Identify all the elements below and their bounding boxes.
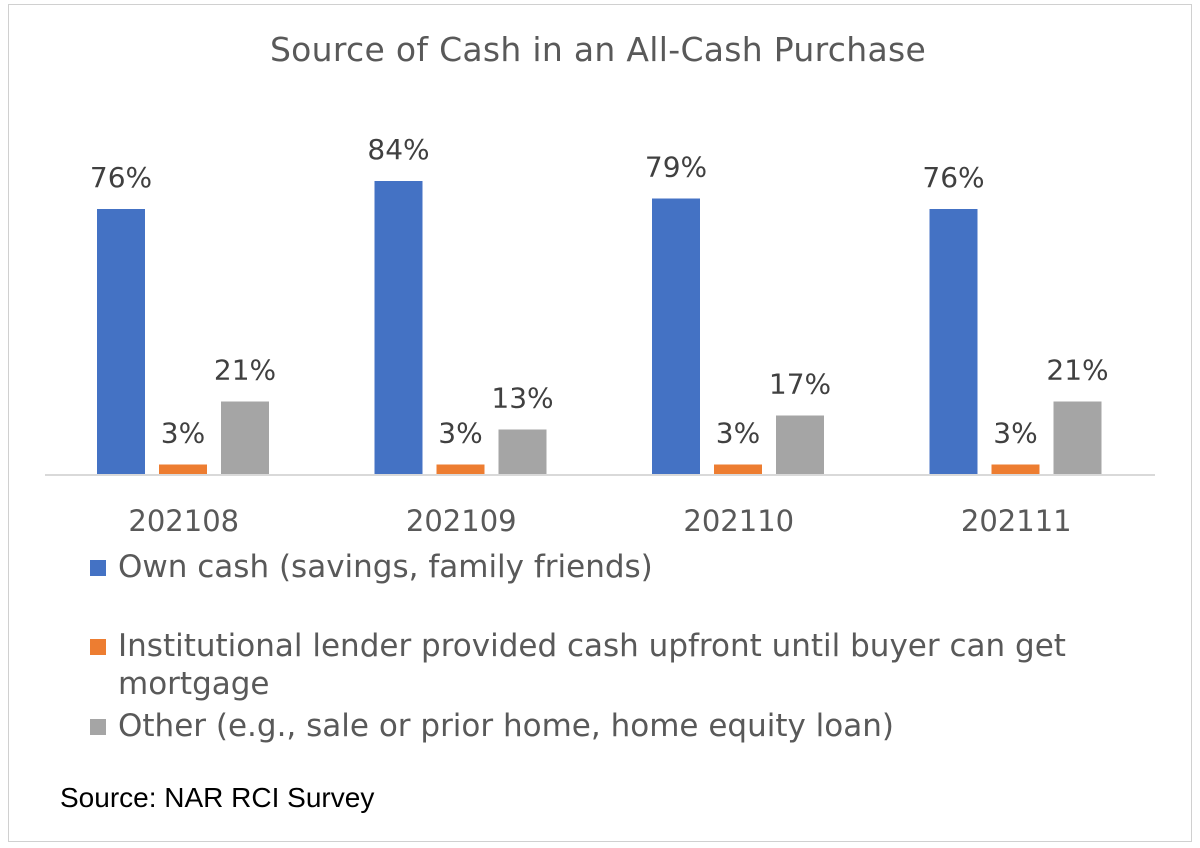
x-tick-label-202108: 202108 <box>128 504 239 538</box>
legend-swatch-institutional-lender <box>90 639 106 655</box>
legend-item-institutional-lender: Institutional lender provided cash upfro… <box>90 627 1170 703</box>
bar-202109-series-2 <box>498 429 547 475</box>
data-label-202111-series-1: 3% <box>993 417 1037 450</box>
x-tick-label-202109: 202109 <box>406 504 517 538</box>
chart-frame <box>8 4 1192 842</box>
data-label-202109-series-1: 3% <box>438 417 482 450</box>
legend-label-own-cash: Own cash (savings, family friends) <box>118 549 653 585</box>
legend-swatch-own-cash <box>90 560 106 576</box>
bar-202108-series-1 <box>159 464 207 475</box>
legend-swatch-other <box>90 719 106 735</box>
chart-legend: Own cash (savings, family friends) Insti… <box>90 548 1170 745</box>
data-label-202109-series-2: 13% <box>491 382 553 415</box>
data-label-202110-series-1: 3% <box>716 417 760 450</box>
bar-202108-series-0 <box>97 209 145 475</box>
data-label-202109-series-0: 84% <box>367 133 429 166</box>
legend-label-institutional-lender: Institutional lender provided cash upfro… <box>118 628 1066 702</box>
data-label-202110-series-2: 17% <box>769 368 831 401</box>
legend-item-other: Other (e.g., sale or prior home, home eq… <box>90 707 1170 745</box>
data-label-202108-series-2: 21% <box>214 354 276 387</box>
chart-title: Source of Cash in an All-Cash Purchase <box>269 30 927 69</box>
legend-item-own-cash: Own cash (savings, family friends) <box>90 548 1170 586</box>
bar-202110-series-2 <box>776 415 824 475</box>
data-label-202111-series-2: 21% <box>1046 354 1108 387</box>
bar-202110-series-1 <box>714 464 762 475</box>
bar-202109-series-1 <box>436 464 485 475</box>
bar-chart-plot: 76% 3% 21% 202108 84% 3% 13% 202109 79% 3% 17% 2021… <box>45 133 1155 538</box>
bar-202110-series-0 <box>652 198 700 475</box>
data-label-202111-series-0: 76% <box>922 161 984 194</box>
data-label-202108-series-1: 3% <box>161 417 205 450</box>
bar-202109-series-0 <box>374 181 423 475</box>
data-label-202110-series-0: 79% <box>645 151 707 184</box>
data-label-202108-series-0: 76% <box>90 161 152 194</box>
x-tick-label-202111: 202111 <box>961 504 1072 538</box>
x-tick-label-202110: 202110 <box>683 504 794 538</box>
legend-label-other: Other (e.g., sale or prior home, home eq… <box>118 708 894 744</box>
bar-202111-series-2 <box>1053 401 1102 475</box>
bar-202111-series-1 <box>991 464 1040 475</box>
bar-202108-series-2 <box>221 401 269 475</box>
bar-202111-series-0 <box>929 209 978 475</box>
source-note: Source: NAR RCI Survey <box>60 782 375 813</box>
